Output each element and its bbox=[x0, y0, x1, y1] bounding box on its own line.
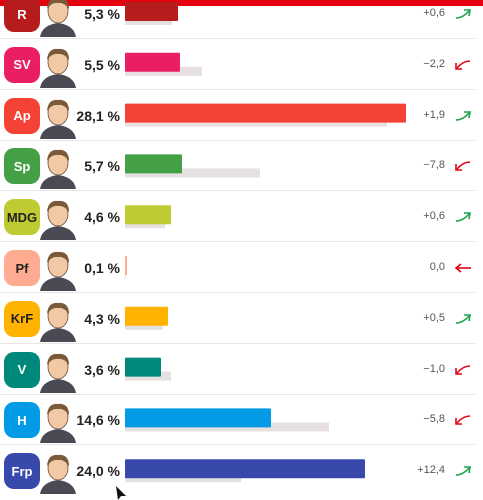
change-label: +0,5 bbox=[423, 311, 445, 324]
party-badge: H bbox=[4, 402, 40, 439]
trend-up-arrow-icon bbox=[455, 212, 471, 222]
party-row[interactable]: Sp 5,7 % −7,8 bbox=[0, 141, 475, 192]
leader-portrait-icon bbox=[40, 404, 76, 444]
party-badge: MDG bbox=[4, 199, 40, 236]
party-badge: Ap bbox=[4, 97, 40, 134]
trend-up-arrow-icon bbox=[455, 110, 471, 121]
party-badge: SV bbox=[4, 46, 40, 83]
trend-down-arrow-icon bbox=[455, 59, 471, 70]
vote-share-label: 4,3 % bbox=[84, 310, 120, 327]
trend-up-arrow-icon bbox=[455, 466, 471, 476]
party-row[interactable]: R 5,3 % +0,6 bbox=[0, 0, 475, 39]
vote-share-label: 4,6 % bbox=[84, 209, 120, 226]
change-label: −1,0 bbox=[423, 362, 445, 375]
vote-share-label: 5,3 % bbox=[84, 6, 120, 22]
vote-share-label: 14,6 % bbox=[76, 412, 120, 429]
party-badge: KrF bbox=[4, 300, 40, 337]
leader-portrait-icon bbox=[40, 455, 76, 495]
change-label: −5,8 bbox=[423, 413, 445, 426]
mouse-cursor-icon bbox=[116, 486, 126, 500]
party-badge: Pf bbox=[4, 250, 40, 286]
leader-portrait-icon bbox=[40, 251, 76, 291]
party-badge: R bbox=[4, 0, 40, 32]
change-label: +0,6 bbox=[423, 7, 445, 19]
leader-portrait-icon bbox=[40, 201, 76, 241]
vote-share-label: 3,6 % bbox=[84, 361, 120, 378]
leader-portrait-icon bbox=[40, 302, 76, 342]
leader-portrait-icon bbox=[40, 150, 76, 190]
leader-portrait-icon bbox=[40, 99, 76, 139]
party-row[interactable]: Pf 0,1 % 0,0 bbox=[0, 243, 475, 293]
vote-share-label: 5,7 % bbox=[84, 158, 120, 175]
leader-portrait-icon bbox=[40, 0, 76, 37]
trend-up-arrow-icon bbox=[455, 313, 471, 324]
trend-up-arrow-icon bbox=[455, 9, 471, 19]
vote-share-label: 28,1 % bbox=[76, 107, 120, 124]
leader-portrait-icon bbox=[40, 353, 76, 393]
change-label: +12,4 bbox=[417, 464, 445, 477]
top-accent-bar bbox=[0, 0, 483, 6]
party-row[interactable]: H 14,6 % −5,8 bbox=[0, 395, 475, 446]
party-row[interactable]: SV 5,5 % −2,2 bbox=[0, 40, 475, 90]
trend-down-arrow-icon bbox=[455, 364, 471, 375]
change-label: 0,0 bbox=[429, 261, 445, 273]
leader-portrait-icon bbox=[40, 48, 76, 88]
trend-down-arrow-icon bbox=[455, 161, 471, 172]
trend-flat-arrow-icon bbox=[454, 263, 471, 273]
change-label: +1,9 bbox=[423, 108, 445, 121]
party-badge: Sp bbox=[4, 148, 40, 185]
trend-down-arrow-icon bbox=[455, 415, 471, 426]
change-label: −2,2 bbox=[423, 57, 445, 70]
party-row[interactable]: Frp 24,0 % +12,4 bbox=[0, 446, 475, 496]
vote-share-label: 0,1 % bbox=[84, 260, 120, 276]
change-label: +0,6 bbox=[423, 210, 445, 223]
vote-share-label: 5,5 % bbox=[84, 56, 120, 73]
change-label: −7,8 bbox=[423, 159, 445, 172]
party-badge: V bbox=[4, 351, 40, 388]
vote-share-label: 24,0 % bbox=[76, 463, 120, 480]
party-row[interactable]: V 3,6 % −1,0 bbox=[0, 345, 475, 395]
party-badge: Frp bbox=[4, 453, 40, 490]
party-row[interactable]: KrF 4,3 % +0,5 bbox=[0, 294, 475, 344]
party-row[interactable]: MDG 4,6 % +0,6 bbox=[0, 192, 475, 243]
party-row[interactable]: Ap 28,1 % +1,9 bbox=[0, 91, 475, 141]
